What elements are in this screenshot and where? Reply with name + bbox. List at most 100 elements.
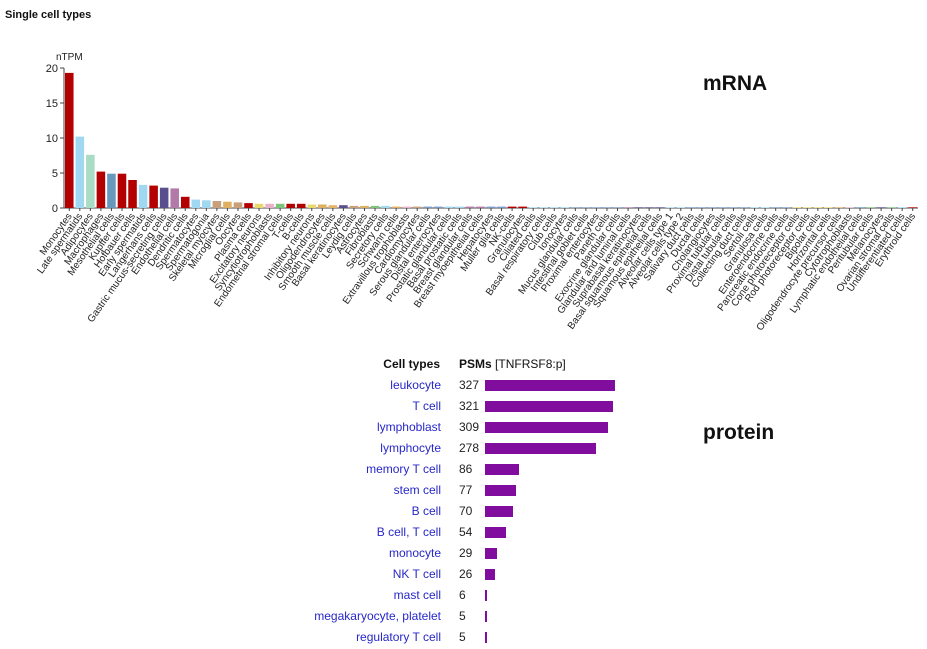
- psm-bar: [485, 443, 596, 454]
- mrna-bar: [423, 206, 433, 208]
- psm-value: 278: [459, 441, 480, 455]
- mrna-bar: [360, 205, 369, 208]
- mrna-bar: [708, 207, 717, 208]
- mrna-bar: [402, 206, 411, 208]
- mrna-bar: [128, 180, 137, 208]
- mrna-bar: [202, 200, 211, 208]
- mrna-bar: [486, 206, 496, 208]
- mrna-bar: [518, 206, 527, 208]
- mrna-bar: [623, 207, 633, 208]
- mrna-bar: [634, 207, 643, 208]
- cell-type-link[interactable]: B cell, T cell: [376, 525, 441, 539]
- cell-type-link[interactable]: leukocyte: [390, 378, 441, 392]
- mrna-bar: [86, 154, 95, 208]
- mrna-bar: [549, 207, 559, 208]
- psm-value: 77: [459, 483, 473, 497]
- y-tick-label: 20: [46, 63, 58, 75]
- psms-column-header: PSMs [TNFRSF8:p]: [459, 357, 566, 371]
- mrna-bar: [592, 207, 601, 208]
- psm-value: 5: [459, 630, 466, 644]
- protein-row: B cell, T cell 54: [300, 523, 700, 541]
- mrna-bar: [296, 203, 306, 208]
- mrna-bar: [897, 207, 907, 208]
- cell-type-link[interactable]: mast cell: [393, 588, 441, 602]
- cell-type-link[interactable]: regulatory T cell: [356, 630, 441, 644]
- mrna-bar: [571, 207, 580, 208]
- protein-row: leukocyte 327: [300, 376, 700, 394]
- mrna-bar: [307, 204, 317, 208]
- mrna-bar: [813, 207, 823, 208]
- mrna-bar: [180, 196, 190, 208]
- psm-bar: [485, 401, 613, 412]
- mrna-bar: [265, 203, 274, 208]
- mrna-bar: [370, 205, 380, 208]
- mrna-bar: [117, 173, 127, 208]
- cell-type-link[interactable]: memory T cell: [366, 462, 441, 476]
- psm-bar: [485, 422, 608, 433]
- psm-bar: [485, 569, 496, 580]
- mrna-bar: [602, 207, 612, 208]
- psm-value: 327: [459, 378, 480, 392]
- psm-value: 309: [459, 420, 480, 434]
- y-tick-label: 10: [46, 133, 58, 145]
- psm-bar: [485, 380, 615, 391]
- cell-type-link[interactable]: stem cell: [393, 483, 441, 497]
- mrna-bar: [581, 207, 591, 208]
- psm-bar: [485, 464, 520, 475]
- mrna-bar: [613, 207, 622, 208]
- mrna-bar: [349, 205, 359, 208]
- cell-type-link[interactable]: lymphoblast: [376, 420, 441, 434]
- mrna-bar: [560, 207, 570, 208]
- mrna-bar: [434, 206, 443, 208]
- psms-header-label: PSMs: [459, 357, 492, 371]
- cell-type-link[interactable]: T cell: [412, 399, 441, 413]
- protein-row: megakaryocyte, platelet 5: [300, 607, 700, 625]
- protein-row: mast cell 6: [300, 586, 700, 604]
- y-tick-label: 5: [52, 168, 58, 180]
- mrna-bar: [391, 206, 401, 208]
- cell-type-link[interactable]: megakaryocyte, platelet: [314, 609, 441, 623]
- mrna-bar: [781, 207, 791, 208]
- mrna-bar: [866, 207, 875, 208]
- psm-bar: [485, 611, 487, 622]
- psm-value: 54: [459, 525, 473, 539]
- mrna-bar: [644, 207, 654, 208]
- mrna-bar: [444, 206, 454, 208]
- mrna-bar: [318, 204, 327, 208]
- cell-type-link[interactable]: B cell: [411, 504, 441, 518]
- cell-type-link[interactable]: lymphocyte: [380, 441, 441, 455]
- mrna-bar: [223, 201, 232, 208]
- psms-header-protein: [TNFRSF8:p]: [495, 357, 566, 371]
- mrna-bar: [328, 205, 338, 208]
- psm-bar: [485, 527, 507, 538]
- cell-type-link[interactable]: monocyte: [388, 546, 441, 560]
- mrna-bar: [244, 203, 253, 208]
- protein-row: memory T cell 86: [300, 460, 700, 478]
- mrna-bar: [65, 72, 74, 209]
- mrna-bar: [476, 206, 485, 208]
- protein-row: lymphocyte 278: [300, 439, 700, 457]
- mrna-bar: [107, 173, 116, 208]
- protein-row: B cell 70: [300, 502, 700, 520]
- mrna-bar: [212, 201, 222, 208]
- psm-value: 86: [459, 462, 473, 476]
- page-title: Single cell types: [5, 9, 92, 21]
- protein-row: NK T cell 26: [300, 565, 700, 583]
- mrna-bar: [676, 207, 686, 208]
- cell-type-link[interactable]: NK T cell: [392, 567, 441, 581]
- mrna-bar: [824, 207, 833, 208]
- psm-value: 26: [459, 567, 473, 581]
- mrna-bar: [539, 207, 548, 208]
- protein-row: regulatory T cell 5: [300, 628, 700, 646]
- y-axis-label: nTPM: [56, 52, 83, 63]
- psm-bar: [485, 632, 487, 643]
- psm-value: 5: [459, 609, 466, 623]
- mrna-bar: [908, 207, 917, 208]
- psm-bar: [485, 485, 516, 496]
- mrna-label: mRNA: [703, 72, 768, 95]
- protein-label: protein: [703, 421, 775, 444]
- protein-row: lymphoblast 309: [300, 418, 700, 436]
- mrna-bar: [528, 207, 538, 208]
- psm-value: 321: [459, 399, 480, 413]
